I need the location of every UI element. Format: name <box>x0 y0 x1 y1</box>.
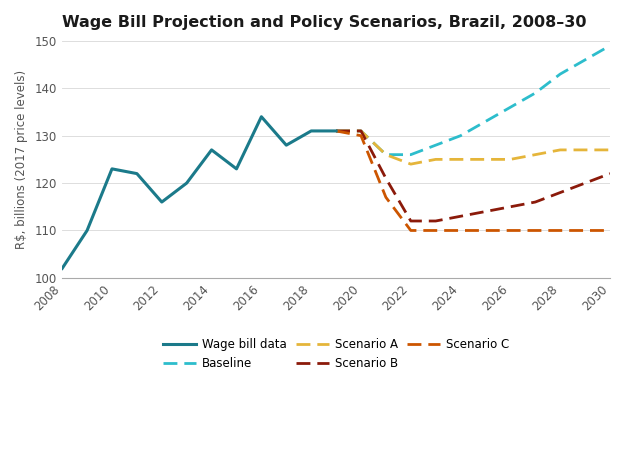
Y-axis label: R$, billions (2017 price levels): R$, billions (2017 price levels) <box>15 70 28 249</box>
Text: Wage Bill Projection and Policy Scenarios, Brazil, 2008–30: Wage Bill Projection and Policy Scenario… <box>62 15 587 30</box>
Legend: Wage bill data, Baseline, Scenario A, Scenario B, Scenario C: Wage bill data, Baseline, Scenario A, Sc… <box>160 336 512 372</box>
